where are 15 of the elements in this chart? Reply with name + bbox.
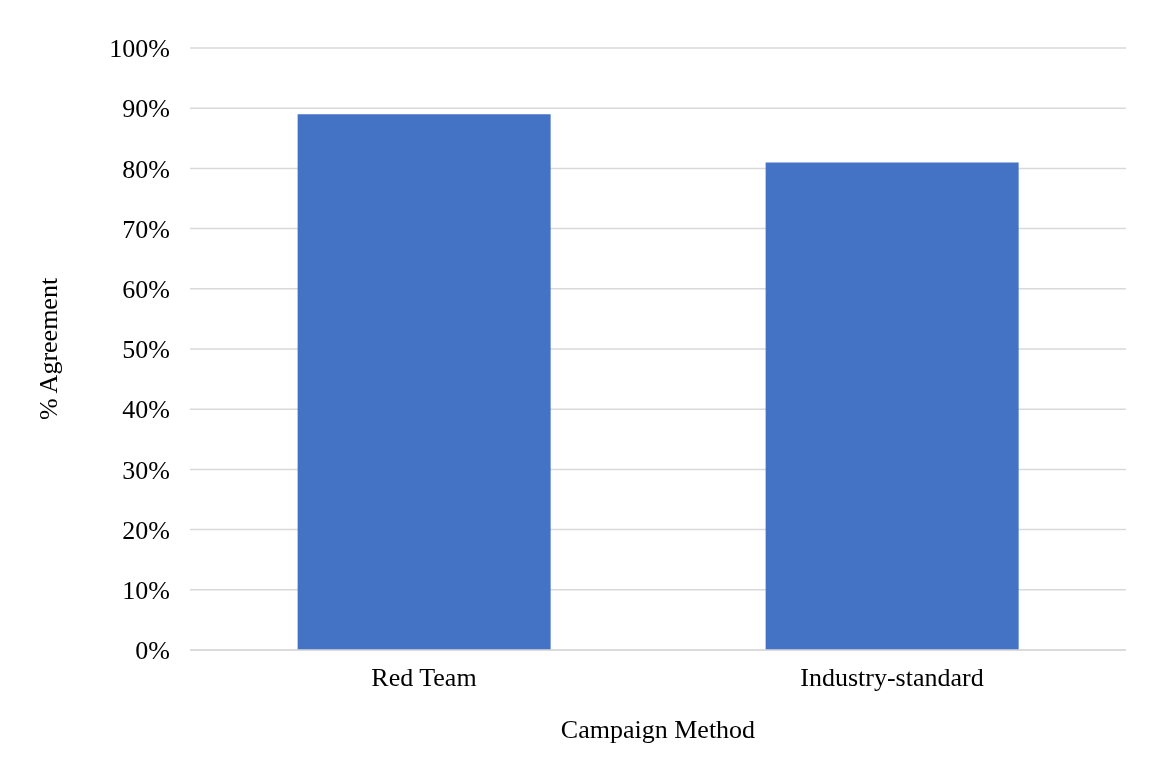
y-tick-label: 10% xyxy=(122,576,170,606)
y-tick-label: 100% xyxy=(109,34,170,64)
y-tick-label: 80% xyxy=(122,154,170,184)
y-tick-label: 40% xyxy=(122,395,170,425)
y-tick-label: 60% xyxy=(122,275,170,305)
x-axis-title: Campaign Method xyxy=(560,715,756,744)
y-tick-label: 30% xyxy=(122,455,170,485)
x-tick-label: Red Team xyxy=(371,663,477,693)
y-tick-label: 90% xyxy=(122,94,170,124)
y-tick-label: 0% xyxy=(135,636,170,666)
y-axis-title: % Agreement xyxy=(34,277,64,421)
y-tick-label: 20% xyxy=(122,515,170,545)
y-tick-label: 50% xyxy=(122,335,170,365)
x-tick-label: Industry-standard xyxy=(800,663,984,693)
y-tick-label: 70% xyxy=(122,214,170,244)
